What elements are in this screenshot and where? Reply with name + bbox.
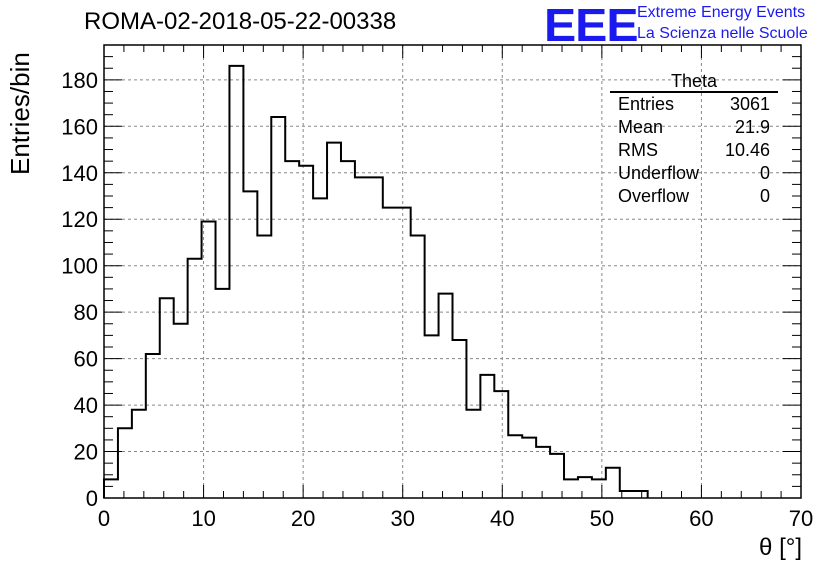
y-tick-label: 100 <box>61 254 98 279</box>
stats-row-underflow: Underflow 0 <box>610 162 778 185</box>
histogram-bin <box>257 235 271 498</box>
histogram-bin <box>494 391 508 498</box>
logo-line-1: Extreme Energy Events <box>637 4 806 21</box>
y-tick-label: 20 <box>74 440 98 465</box>
histogram-bin <box>104 479 118 498</box>
histogram-bin <box>383 208 397 498</box>
y-tick-label: 80 <box>74 300 98 325</box>
x-tick-label: 40 <box>490 506 514 531</box>
stats-value: 21.9 <box>734 117 770 137</box>
histogram-bin <box>160 298 174 498</box>
stats-label: Underflow <box>618 163 700 183</box>
y-tick-label: 180 <box>61 68 98 93</box>
stats-box: Theta Entries 3061 Mean 21.9 RMS 10.46 U… <box>610 72 778 208</box>
histogram-bin <box>229 66 243 498</box>
histogram-bin <box>299 166 313 498</box>
x-tick-label: 60 <box>689 506 713 531</box>
y-tick-label: 140 <box>61 161 98 186</box>
histogram-bin <box>369 177 383 498</box>
plot-frame <box>103 44 802 499</box>
stats-label: Mean <box>618 117 664 137</box>
y-tick-label: 160 <box>61 114 98 139</box>
histogram-bin <box>285 161 299 498</box>
x-tick-label: 0 <box>98 506 110 531</box>
histogram-bin <box>216 289 230 498</box>
eee-logo: EEE Extreme Energy Events La Scienza nel… <box>544 0 834 51</box>
stats-value: 0 <box>759 186 770 206</box>
histogram-bin <box>341 161 355 498</box>
axis-layer <box>103 44 802 499</box>
logo-mark: EEE <box>544 0 639 51</box>
stats-row-mean: Mean 21.9 <box>610 116 778 139</box>
stats-label: Entries <box>618 94 675 114</box>
y-tick-label: 60 <box>74 347 98 372</box>
stats-value: 10.46 <box>724 140 770 160</box>
histogram-bin <box>411 235 425 498</box>
stats-value: 3061 <box>729 94 770 114</box>
x-tick-label: 30 <box>390 506 414 531</box>
stats-row-entries: Entries 3061 <box>610 93 778 116</box>
y-tick-label: 40 <box>74 393 98 418</box>
histogram-bin <box>313 198 327 498</box>
stats-row-overflow: Overflow 0 <box>610 185 778 208</box>
histogram-bin <box>327 143 341 498</box>
histogram-bin <box>146 354 160 498</box>
x-tick-label: 70 <box>789 506 813 531</box>
histogram-bin <box>606 468 620 498</box>
histogram-bin <box>522 438 536 498</box>
histogram-bin <box>118 428 132 498</box>
histogram-bin <box>243 191 257 498</box>
logo-line-2: La Scienza nelle Scuole <box>637 25 808 42</box>
histogram-outline <box>103 64 649 498</box>
stats-title: Theta <box>610 72 778 93</box>
histogram-bin <box>202 222 216 498</box>
run-title: ROMA-02-2018-05-22-00338 <box>84 8 397 35</box>
histogram-bin <box>188 259 202 498</box>
histogram-bin <box>132 410 146 498</box>
histogram-bin <box>592 479 606 498</box>
x-axis-label: θ [°] <box>759 534 802 561</box>
histogram-bin <box>425 335 439 498</box>
y-tick-label: 120 <box>61 207 98 232</box>
histogram-bin <box>397 208 411 498</box>
stats-label: Overflow <box>618 186 690 206</box>
y-axis-label: Entries/bin <box>5 52 35 175</box>
histogram-bin <box>439 294 453 498</box>
x-tick-label: 50 <box>590 506 614 531</box>
stats-label: RMS <box>618 140 658 160</box>
histogram-bin <box>536 447 550 498</box>
x-tick-label: 20 <box>291 506 315 531</box>
stats-value: 0 <box>759 163 770 183</box>
histogram-bin <box>271 117 285 498</box>
histogram-bin <box>508 435 522 498</box>
tick-label-layer: 0 10 20 30 40 50 60 70 0 20 40 60 80 100 120 140 160 180 <box>61 68 813 531</box>
histogram-bin <box>466 410 480 498</box>
histogram-bin <box>578 477 592 498</box>
histogram-bin <box>174 324 188 498</box>
x-tick-label: 10 <box>191 506 215 531</box>
histogram-bin <box>564 479 578 498</box>
histogram-layer <box>103 64 649 498</box>
histogram-bin <box>453 340 467 498</box>
y-tick-label: 0 <box>86 486 98 511</box>
histogram-bin <box>634 491 648 498</box>
histogram-bin <box>480 375 494 498</box>
histogram-bin <box>355 177 369 498</box>
stats-row-rms: RMS 10.46 <box>610 139 778 162</box>
